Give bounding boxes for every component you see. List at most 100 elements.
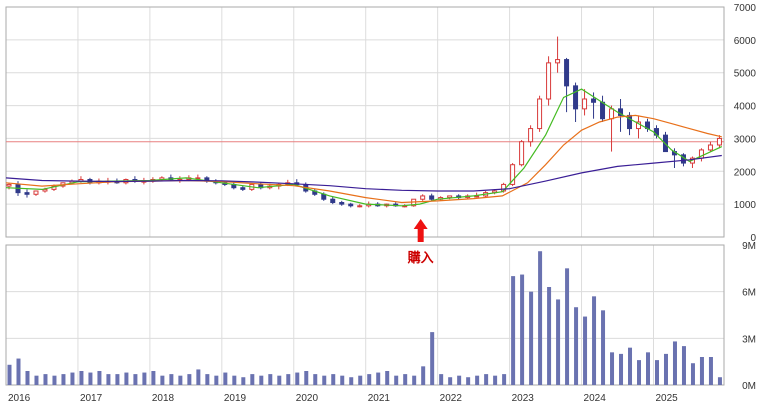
volume-bar [412,375,417,385]
volume-bar [663,353,668,385]
volume-bar [448,377,453,385]
volume-bar [25,371,30,385]
candle-body [330,198,336,203]
volume-bar [133,374,138,385]
price-grid [5,6,724,238]
volume-bar [277,375,282,385]
volume-bar [286,374,291,385]
candle-body [546,62,552,100]
volume-bar [187,374,192,385]
volume-bar [654,360,659,385]
volume-bar [394,375,399,385]
volume-panel-frame [5,244,725,386]
price-tick-label: 2000 [734,167,757,178]
volume-bar [16,358,21,385]
volume-bar [349,377,354,385]
volume-bar [610,352,615,385]
candle-body [600,101,606,120]
buy-annotation: 購入 [407,219,434,266]
candle-body [716,137,722,146]
ma-long-line [5,154,722,192]
volume-bar [70,372,75,385]
volume-bar [556,299,561,385]
volume-bar [259,375,264,385]
price-tick-label: 6000 [734,36,757,47]
volume-bar [34,375,39,385]
volume-bar [430,332,435,385]
volume-bar [690,363,695,385]
price-axis-ticks: 0 1000 2000 3000 4000 5000 6000 7000 [734,3,757,244]
buy-label: 購入 [407,250,434,266]
volume-bar [115,374,120,385]
volume-bar [681,346,686,385]
volume-bar [484,374,489,385]
volume-bar [385,371,390,385]
year-tick-label: 2018 [152,393,175,404]
volume-tick-label: 6M [742,288,756,299]
year-tick-label: 2020 [296,393,319,404]
year-tick-label: 2025 [655,393,678,404]
volume-bar [457,375,462,385]
volume-bar [367,374,372,385]
year-tick-label: 2023 [512,393,535,404]
volume-bar [322,375,327,385]
volume-bar [637,360,642,385]
candle-body [348,203,354,207]
candle-body [564,59,570,87]
volume-bar [43,374,48,385]
volume-tick-label: 9M [742,241,756,252]
candle-body [33,190,39,195]
volume-tick-label: 0M [742,381,756,392]
volume-bar [529,291,534,385]
volume-bar [61,374,66,385]
volume-bar [565,268,570,385]
volume-bar [547,287,552,385]
candle-body [447,195,453,199]
candle-body [339,202,345,205]
volume-bar [628,347,633,385]
volume-bar [717,377,722,385]
volume-bar [97,371,102,385]
volume-bar [646,352,651,385]
volume-bar [124,372,129,385]
year-tick-label: 2022 [440,393,463,404]
volume-bar [304,371,309,385]
price-tick-label: 4000 [734,102,757,113]
volume-bar [592,296,597,385]
volume-bar [574,307,579,385]
candle-body [528,128,534,143]
volume-bar [142,372,147,385]
candle-body [519,141,525,166]
price-tick-label: 5000 [734,69,757,80]
volume-bar [250,374,255,385]
candle-body [24,192,30,195]
volume-bar [313,374,318,385]
candle-body [609,108,615,120]
volume-bar [403,374,408,385]
year-tick-label: 2016 [8,393,31,404]
volume-bar [79,371,84,385]
candle-body [240,187,246,190]
candle-body [195,177,201,180]
volume-bar [151,371,156,385]
volume-bar [340,375,345,385]
price-panel-frame [5,6,725,238]
volume-bar [196,369,201,385]
candle-body [573,85,579,110]
candle-body [582,98,588,110]
candle-body [555,59,561,64]
year-axis-ticks: 2016 2017 2018 2019 2020 2021 2022 2023 2024 2025 [8,393,678,404]
year-tick-label: 2021 [368,393,391,404]
volume-bar [331,374,336,385]
volume-bar [583,316,588,385]
ma-short-line [5,88,723,207]
volume-bar [268,374,273,385]
volume-bar [421,366,426,385]
year-tick-label: 2019 [224,393,247,404]
candle-body [6,183,12,187]
volume-bar [358,375,363,385]
volume-bar [466,377,471,385]
volume-bar [672,341,677,385]
